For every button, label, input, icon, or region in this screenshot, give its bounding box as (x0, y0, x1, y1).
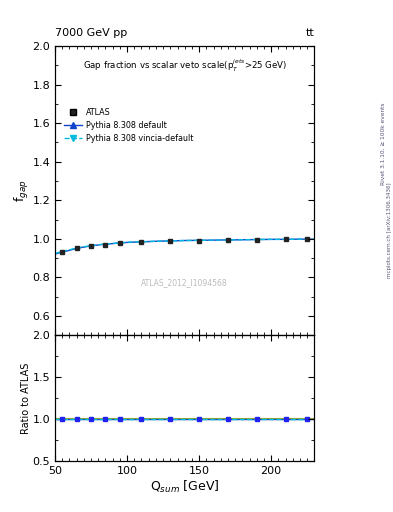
Text: mcplots.cern.ch [arXiv:1306.3436]: mcplots.cern.ch [arXiv:1306.3436] (387, 183, 391, 278)
Text: Gap fraction vs scalar veto scale(p$_T^{jets}$>25 GeV): Gap fraction vs scalar veto scale(p$_T^{… (83, 58, 287, 74)
Text: Rivet 3.1.10, ≥ 100k events: Rivet 3.1.10, ≥ 100k events (381, 102, 386, 185)
Text: tt: tt (306, 28, 314, 38)
Text: 7000 GeV pp: 7000 GeV pp (55, 28, 127, 38)
Text: ATLAS_2012_I1094568: ATLAS_2012_I1094568 (141, 279, 228, 288)
Y-axis label: Ratio to ATLAS: Ratio to ATLAS (21, 362, 31, 434)
X-axis label: Q$_{sum}$ [GeV]: Q$_{sum}$ [GeV] (150, 478, 219, 495)
Y-axis label: f$_{gap}$: f$_{gap}$ (13, 179, 31, 202)
Legend: ATLAS, Pythia 8.308 default, Pythia 8.308 vincia-default: ATLAS, Pythia 8.308 default, Pythia 8.30… (64, 108, 193, 143)
